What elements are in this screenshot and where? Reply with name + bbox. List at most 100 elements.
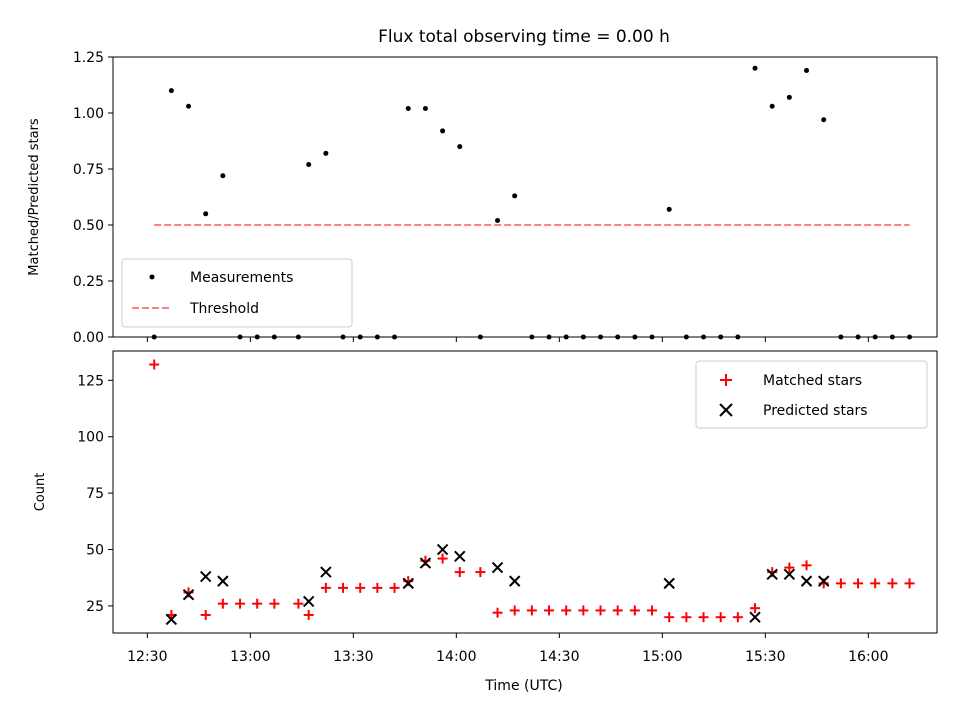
bottom-y-tick-label: 125 [77,373,104,389]
bottom-x-ticks: 12:30 13:00 13:30 14:00 14:30 15:00 15:30 16:00 [127,633,889,665]
bottom-y-tick-label: 75 [86,486,104,502]
predicted-star-mark-b [419,557,432,569]
predicted-star-point [491,561,504,574]
matched-star-point [149,359,160,370]
predicted-star-point [182,588,195,601]
predicted-star-mark-b [165,613,178,626]
predicted-star-point [436,543,449,556]
legend-predicted-label: Predicted stars [763,403,868,419]
matched-star-point [715,612,726,623]
bottom-plot-frame [112,350,938,634]
bottom-x-tick-label: 14:00 [436,649,476,665]
predicted-star-point [217,575,229,587]
predicted-star-mark-b [402,577,414,590]
matched-star-point [612,605,623,616]
top-y-axis-label: Matched/Predicted stars [27,118,42,276]
legend-measurements-marker [149,274,155,280]
matched-star-point [320,582,331,593]
top-y-ticks: 0.00 0.25 0.50 0.75 1.00 1.25 [73,50,113,346]
measurement-point [752,65,758,71]
predicted-star-point [402,577,414,590]
measurement-point [405,106,411,112]
top-legend: Measurements Threshold [121,258,353,328]
matched-star-point [904,578,915,589]
matched-star-point [252,598,263,609]
top-y-tick-label: 0.00 [73,330,104,346]
matched-star-point [526,605,537,616]
measurement-point [821,117,827,123]
predicted-star-point [320,566,332,578]
predicted-star-mark-b [182,588,195,601]
measurement-point [457,144,463,150]
bottom-x-tick-label: 14:30 [539,649,579,665]
matched-star-point [217,598,228,609]
predicted-star-point [419,557,432,569]
predicted-star-mark-b [766,568,778,581]
measurement-point [186,103,192,109]
bottom-y-ticks: 25 50 75 100 125 [77,373,113,615]
legend-predicted-marker [719,403,733,417]
matched-star-point [235,598,246,609]
bottom-plot-area [149,359,915,626]
bottom-y-axis-label: Count [33,473,48,512]
predicted-star-mark-b [783,568,796,581]
measurement-point [495,218,501,224]
predicted-star-mark-b [454,550,466,563]
predicted-star-mark-b [508,575,521,587]
bottom-x-tick-label: 15:30 [745,649,785,665]
predicted-star-point [454,550,466,563]
predicted-star-mark-b [302,595,315,608]
matched-star-point [561,605,572,616]
matched-star-point [492,607,503,618]
measurement-point [786,94,792,100]
bottom-x-tick-label: 16:00 [848,649,888,665]
predicted-star-point [800,575,813,587]
predicted-star-point [817,575,830,587]
matched-star-point [647,605,658,616]
top-y-tick-label: 0.75 [73,162,104,178]
top-y-tick-label: 1.25 [73,50,104,66]
matched-star-point [437,553,448,564]
matched-star-point [801,560,812,571]
predicted-star-point [508,575,521,587]
measurement-point [306,162,312,168]
predicted-star-mark-b [491,561,504,574]
predicted-star-mark-b [320,566,332,578]
matched-star-point [269,598,280,609]
matched-star-point [293,598,304,609]
bottom-x-axis-label: Time (UTC) [484,678,562,694]
matched-star-point [303,609,314,620]
matched-star-point [887,578,898,589]
matched-star-point [355,582,366,593]
bottom-x-tick-label: 13:30 [333,649,373,665]
bottom-panel: Count Time (UTC) 25 50 75 100 125 12:30 13:00… [33,350,938,694]
matched-star-point [664,612,675,623]
measurement-point [666,206,672,212]
top-y-tick-label: 0.25 [73,274,104,290]
matched-star-point [750,603,761,614]
matched-star-point [835,578,846,589]
bottom-y-tick-label: 50 [86,543,104,559]
top-y-tick-label: 0.50 [73,218,104,234]
matched-star-point [629,605,640,616]
measurement-point [168,88,174,94]
bottom-x-tick-label: 12:30 [127,649,167,665]
legend-matched-label: Matched stars [763,373,862,389]
predicted-star-mark-b [436,543,449,556]
top-plot-area [151,65,913,340]
top-plot-frame [112,56,938,338]
legend-matched-marker [720,374,732,386]
top-panel: Flux total observing time = 0.00 h Match… [27,27,938,346]
top-legend-box [121,258,353,328]
measurement-point [422,106,428,112]
bottom-legend: Matched stars Predicted stars [695,360,928,429]
matched-star-point [389,582,400,593]
top-y-tick-label: 1.00 [73,106,104,122]
legend-measurements-label: Measurements [190,270,293,286]
matched-star-point [509,605,520,616]
bottom-x-tick-label: 15:00 [642,649,682,665]
matched-star-point [475,567,486,578]
predicted-star-point [749,611,761,623]
matched-star-point [200,609,211,620]
